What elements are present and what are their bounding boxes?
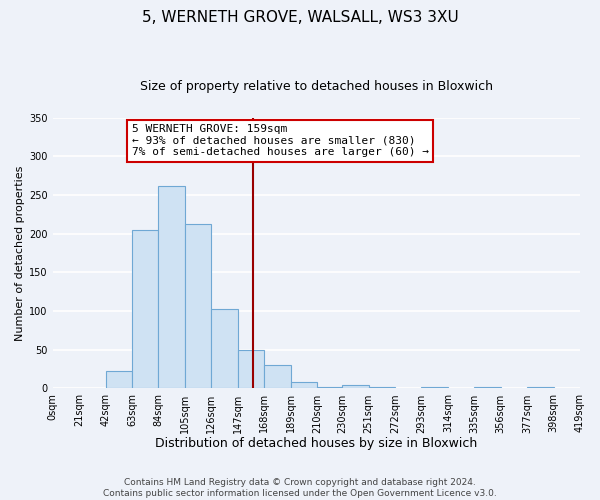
- Bar: [290, 382, 317, 388]
- Bar: [474, 387, 501, 388]
- Bar: [317, 387, 342, 388]
- Bar: [158, 186, 185, 388]
- Bar: [106, 372, 132, 388]
- Text: Contains HM Land Registry data © Crown copyright and database right 2024.
Contai: Contains HM Land Registry data © Crown c…: [103, 478, 497, 498]
- Y-axis label: Number of detached properties: Number of detached properties: [15, 166, 25, 341]
- Bar: [211, 309, 238, 388]
- Bar: [132, 230, 158, 388]
- Bar: [238, 350, 264, 389]
- Bar: [527, 387, 554, 388]
- Bar: [185, 224, 211, 388]
- Bar: [421, 387, 448, 388]
- Title: Size of property relative to detached houses in Bloxwich: Size of property relative to detached ho…: [140, 80, 493, 93]
- Bar: [368, 387, 395, 388]
- Bar: [342, 386, 368, 388]
- X-axis label: Distribution of detached houses by size in Bloxwich: Distribution of detached houses by size …: [155, 437, 478, 450]
- Text: 5, WERNETH GROVE, WALSALL, WS3 3XU: 5, WERNETH GROVE, WALSALL, WS3 3XU: [142, 10, 458, 25]
- Bar: [264, 366, 290, 388]
- Text: 5 WERNETH GROVE: 159sqm
← 93% of detached houses are smaller (830)
7% of semi-de: 5 WERNETH GROVE: 159sqm ← 93% of detache…: [132, 124, 429, 157]
